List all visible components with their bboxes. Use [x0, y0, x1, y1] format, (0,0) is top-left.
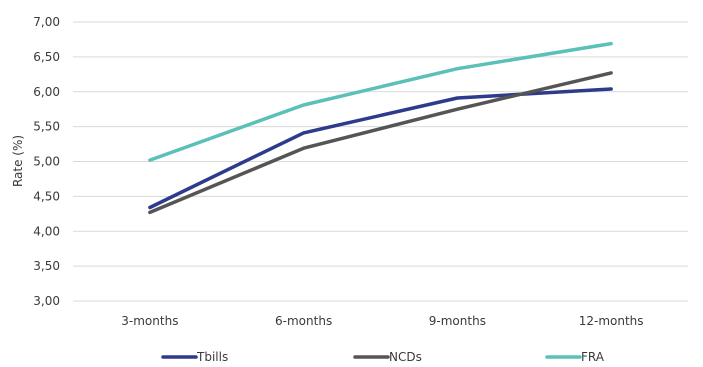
- x-tick-label: 6-months: [275, 314, 332, 328]
- y-axis-title: Rate (%): [11, 135, 25, 187]
- y-tick-label: 6,00: [33, 85, 60, 99]
- y-tick-label: 3,00: [33, 294, 60, 308]
- legend-label-fra: FRA: [581, 350, 605, 364]
- y-tick-label: 6,50: [33, 50, 60, 64]
- y-tick-label: 7,00: [33, 15, 60, 29]
- legend: Tbills NCDs FRA: [161, 350, 605, 364]
- y-tick-label: 4,00: [33, 224, 60, 238]
- y-axis-ticks: 3,00 3,50 4,00 4,50 5,00 5,50 6,00 6,50 7,00: [33, 15, 60, 308]
- y-tick-label: 3,50: [33, 259, 60, 273]
- y-tick-label: 4,50: [33, 189, 60, 203]
- gridlines: [73, 21, 688, 302]
- x-axis-ticks: 3-months 6-months 9-months 12-months: [121, 314, 643, 328]
- series-line-ncds: [148, 71, 613, 215]
- legend-label-tbills: Tbills: [196, 350, 228, 364]
- series-line-fra: [148, 41, 613, 162]
- series-lines: [148, 41, 613, 215]
- series-line-tbills: [148, 87, 613, 210]
- y-tick-label: 5,50: [33, 120, 60, 134]
- x-tick-label: 12-months: [579, 314, 644, 328]
- x-tick-label: 9-months: [429, 314, 486, 328]
- x-tick-label: 3-months: [121, 314, 178, 328]
- legend-label-ncds: NCDs: [389, 350, 422, 364]
- y-tick-label: 5,00: [33, 155, 60, 169]
